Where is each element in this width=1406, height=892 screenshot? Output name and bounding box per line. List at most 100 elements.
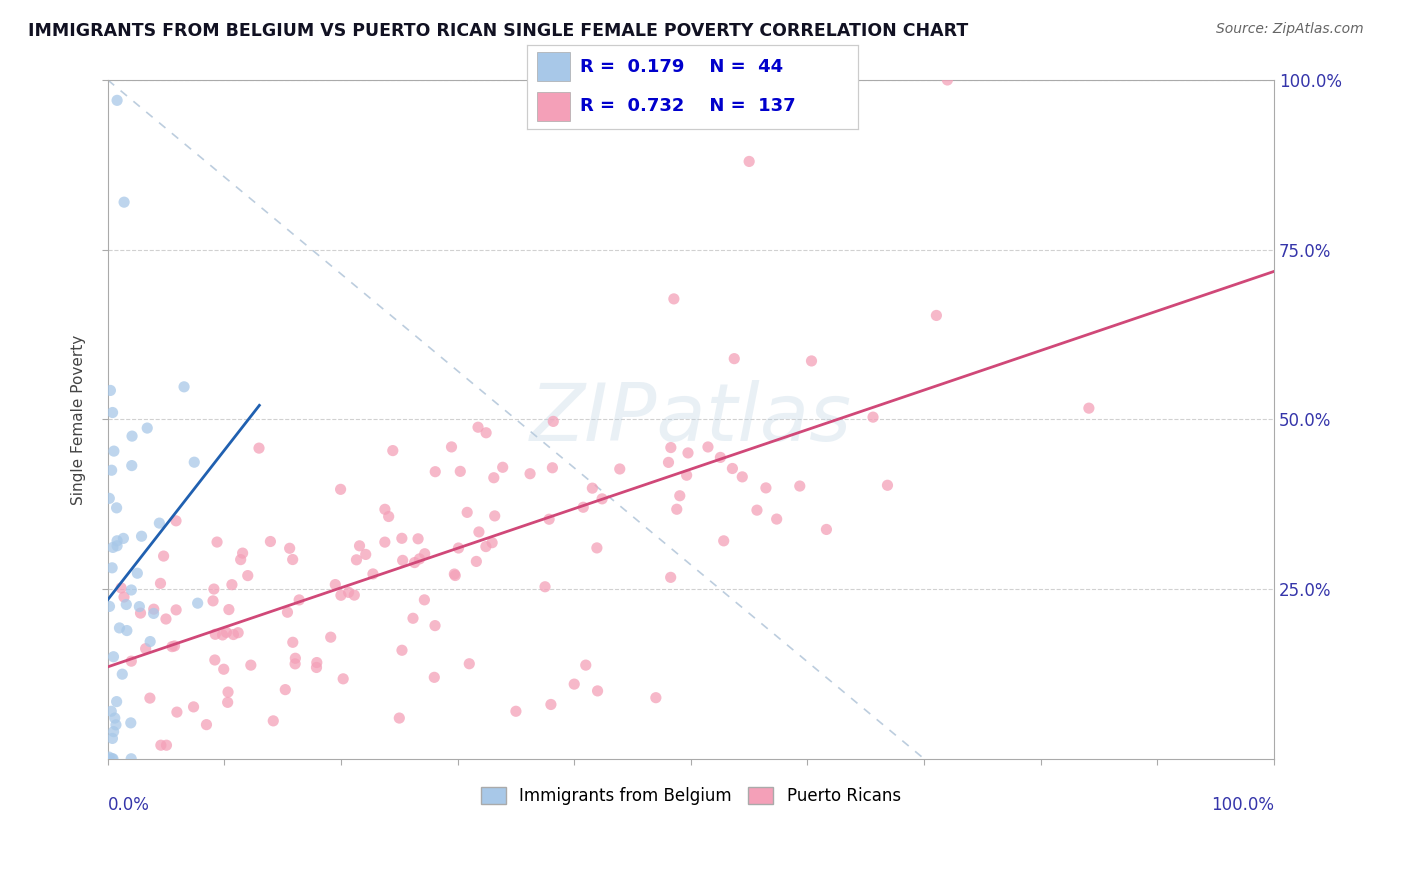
- Point: [104, 718, 127, 732]
- Point: [165, 603, 187, 617]
- Point: [173, 380, 195, 394]
- Point: [205, 535, 228, 549]
- Point: [211, 628, 233, 642]
- Bar: [537, 53, 571, 81]
- Point: [713, 533, 735, 548]
- Point: [319, 630, 342, 644]
- Legend: Immigrants from Belgium, Puerto Ricans: Immigrants from Belgium, Puerto Ricans: [474, 780, 907, 812]
- Point: [586, 684, 609, 698]
- Point: [98, 750, 121, 764]
- Point: [195, 717, 218, 731]
- Point: [465, 554, 488, 568]
- Point: [115, 624, 138, 638]
- Point: [475, 540, 498, 554]
- Point: [187, 596, 209, 610]
- Point: [876, 478, 898, 492]
- Point: [115, 598, 138, 612]
- Text: Source: ZipAtlas.com: Source: ZipAtlas.com: [1216, 22, 1364, 37]
- Point: [149, 738, 172, 752]
- Point: [103, 649, 125, 664]
- Point: [218, 602, 240, 616]
- Point: [543, 414, 565, 428]
- Point: [413, 547, 436, 561]
- Point: [139, 634, 162, 648]
- Point: [288, 593, 311, 607]
- Point: [98, 599, 121, 614]
- Point: [467, 420, 489, 434]
- Point: [423, 618, 446, 632]
- Point: [98, 491, 121, 506]
- Point: [274, 682, 297, 697]
- Point: [111, 667, 134, 681]
- Point: [120, 582, 142, 597]
- Text: R =  0.179    N =  44: R = 0.179 N = 44: [581, 58, 783, 76]
- Point: [131, 529, 153, 543]
- Point: [128, 599, 150, 614]
- Point: [127, 566, 149, 581]
- Point: [259, 534, 281, 549]
- Text: 0.0%: 0.0%: [108, 797, 149, 814]
- Point: [103, 724, 125, 739]
- Point: [217, 685, 239, 699]
- Point: [447, 541, 470, 555]
- Point: [349, 539, 371, 553]
- Point: [100, 463, 122, 477]
- Point: [217, 695, 239, 709]
- Point: [152, 549, 174, 563]
- Point: [284, 651, 307, 665]
- Point: [609, 462, 631, 476]
- Point: [519, 467, 541, 481]
- Point: [204, 627, 226, 641]
- Point: [440, 440, 463, 454]
- Point: [105, 539, 128, 553]
- Point: [281, 552, 304, 566]
- Point: [226, 625, 249, 640]
- Point: [591, 491, 613, 506]
- Point: [659, 441, 682, 455]
- Point: [165, 514, 187, 528]
- Point: [262, 714, 284, 728]
- Point: [468, 524, 491, 539]
- Point: [484, 508, 506, 523]
- Point: [183, 455, 205, 469]
- Point: [361, 566, 384, 581]
- Point: [381, 443, 404, 458]
- Point: [374, 535, 396, 549]
- Point: [108, 621, 131, 635]
- Point: [149, 576, 172, 591]
- Point: [121, 458, 143, 473]
- Point: [101, 405, 124, 419]
- Point: [738, 154, 761, 169]
- Point: [789, 479, 811, 493]
- Point: [105, 500, 128, 515]
- Point: [721, 461, 744, 475]
- Point: [621, 107, 644, 121]
- Point: [112, 532, 135, 546]
- Point: [139, 691, 162, 706]
- Point: [456, 505, 478, 519]
- Point: [105, 695, 128, 709]
- Point: [745, 503, 768, 517]
- Point: [391, 553, 413, 567]
- Point: [163, 639, 186, 653]
- Point: [305, 660, 328, 674]
- Point: [183, 699, 205, 714]
- Point: [586, 541, 609, 555]
- Point: [305, 656, 328, 670]
- Text: 100.0%: 100.0%: [1211, 797, 1274, 814]
- Bar: [537, 92, 571, 120]
- Point: [800, 354, 823, 368]
- Point: [212, 662, 235, 676]
- Point: [110, 581, 132, 595]
- Point: [129, 606, 152, 620]
- Point: [676, 446, 699, 460]
- Point: [101, 731, 124, 746]
- Point: [221, 577, 243, 591]
- Point: [413, 592, 436, 607]
- Point: [103, 444, 125, 458]
- Point: [402, 611, 425, 625]
- Point: [458, 657, 481, 671]
- Point: [540, 698, 562, 712]
- Point: [329, 588, 352, 602]
- Point: [247, 441, 270, 455]
